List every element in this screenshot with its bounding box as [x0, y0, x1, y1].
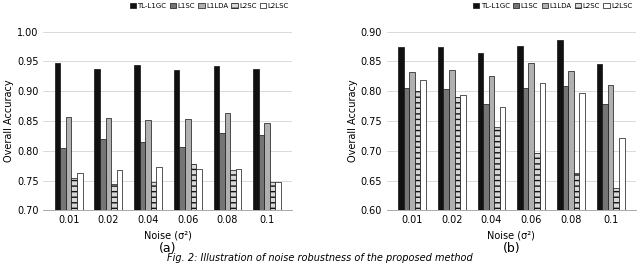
- Bar: [134, 65, 140, 210]
- Bar: [72, 178, 77, 210]
- Y-axis label: Overall Accuracy: Overall Accuracy: [348, 80, 358, 162]
- Bar: [563, 87, 568, 210]
- Bar: [557, 40, 563, 210]
- Bar: [100, 139, 106, 210]
- Bar: [111, 184, 116, 210]
- Bar: [477, 53, 483, 210]
- Bar: [523, 88, 529, 210]
- X-axis label: Noise (σ²): Noise (σ²): [144, 231, 192, 241]
- Bar: [259, 135, 264, 210]
- Bar: [174, 70, 179, 210]
- Bar: [579, 93, 585, 210]
- Bar: [219, 133, 225, 210]
- Bar: [191, 164, 196, 210]
- Bar: [454, 97, 460, 210]
- Bar: [60, 148, 66, 210]
- Bar: [196, 169, 202, 210]
- Bar: [66, 117, 72, 210]
- X-axis label: Noise (σ²): Noise (σ²): [488, 231, 535, 241]
- Bar: [145, 120, 151, 210]
- Bar: [275, 182, 281, 210]
- Bar: [185, 119, 191, 210]
- Bar: [540, 83, 545, 210]
- Bar: [225, 113, 230, 210]
- Bar: [55, 63, 60, 210]
- Bar: [410, 72, 415, 210]
- Bar: [596, 64, 602, 210]
- Bar: [77, 173, 83, 210]
- Bar: [230, 170, 236, 210]
- Bar: [444, 89, 449, 210]
- Bar: [534, 153, 540, 210]
- Legend: TL-L1GC, L1SC, L1LDA, L2SC, L2LSC: TL-L1GC, L1SC, L1LDA, L2SC, L2LSC: [129, 3, 289, 9]
- Bar: [573, 173, 579, 210]
- Bar: [398, 47, 404, 210]
- Bar: [602, 104, 608, 210]
- Bar: [179, 146, 185, 210]
- Bar: [214, 65, 219, 210]
- Bar: [116, 170, 122, 210]
- Bar: [494, 127, 500, 210]
- Text: Fig. 2: Illustration of noise robustness of the proposed method: Fig. 2: Illustration of noise robustness…: [167, 253, 473, 263]
- Bar: [420, 80, 426, 210]
- Bar: [253, 69, 259, 210]
- Y-axis label: Overall Accuracy: Overall Accuracy: [4, 80, 14, 162]
- Bar: [489, 76, 494, 210]
- Bar: [619, 138, 625, 210]
- Bar: [517, 47, 523, 210]
- Bar: [449, 70, 454, 210]
- Bar: [608, 85, 613, 210]
- Bar: [106, 118, 111, 210]
- Bar: [156, 167, 162, 210]
- Bar: [415, 91, 420, 210]
- Bar: [270, 182, 275, 210]
- Legend: TL-L1GC, L1SC, L1LDA, L2SC, L2LSC: TL-L1GC, L1SC, L1LDA, L2SC, L2LSC: [473, 3, 632, 9]
- Text: (a): (a): [159, 242, 177, 255]
- Bar: [460, 95, 466, 210]
- Bar: [613, 188, 619, 210]
- Bar: [483, 104, 489, 210]
- Bar: [95, 69, 100, 210]
- Bar: [151, 182, 156, 210]
- Bar: [404, 88, 410, 210]
- Bar: [438, 47, 444, 210]
- Bar: [529, 63, 534, 210]
- Bar: [140, 142, 145, 210]
- Bar: [500, 107, 506, 210]
- Text: (b): (b): [502, 242, 520, 255]
- Bar: [236, 169, 241, 210]
- Bar: [568, 71, 573, 210]
- Bar: [264, 123, 270, 210]
